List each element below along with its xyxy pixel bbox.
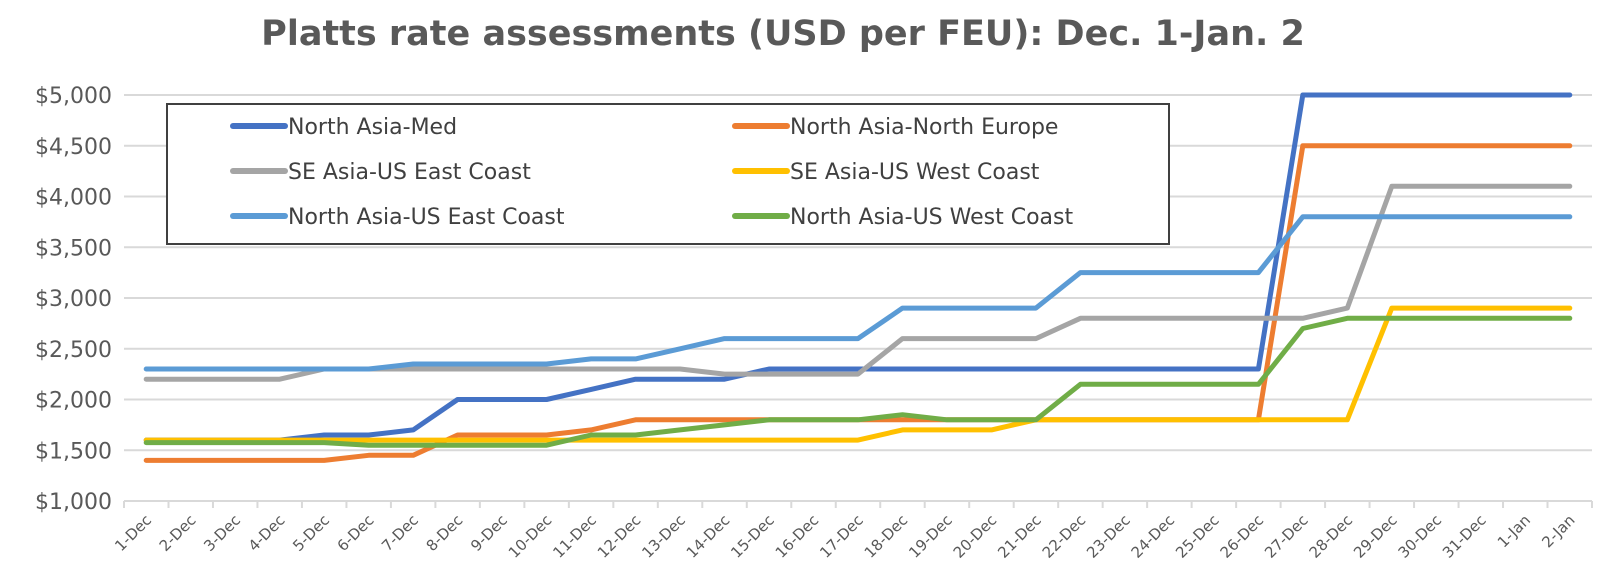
x-tick-label: 8-Dec [423,511,467,555]
y-tick-label: $2,500 [35,338,112,363]
x-tick-label: 14-Dec [683,511,734,562]
x-tick-label: 22-Dec [1039,511,1090,562]
x-tick-label: 1-Jan [1494,511,1534,551]
x-tick-label: 24-Dec [1128,511,1179,562]
y-tick-label: $5,000 [35,84,112,109]
series-line-north-asia-us-east-coast [143,214,1573,372]
legend-label: SE Asia-US East Coast [288,160,531,185]
x-axis: 1-Dec 2-Dec 3-Dec 4-Dec 5-Dec 6-Dec 7-Dec 8-Dec… [111,500,1593,562]
legend-item-north-asia-med[interactable]: North Asia-Med [230,115,457,140]
legend-label: SE Asia-US West Coast [790,160,1040,185]
y-tick-label: $1,500 [35,439,112,464]
legend-label: North Asia-US East Coast [288,205,565,230]
x-tick-label: 28-Dec [1306,511,1357,562]
x-tick-label: 29-Dec [1350,511,1401,562]
x-tick-label: 17-Dec [816,511,867,562]
x-tick-label: 11-Dec [549,511,600,562]
legend-label: North Asia-US West Coast [790,205,1073,230]
legend-item-se-asia-us-west-coast[interactable]: SE Asia-US West Coast [732,160,1040,185]
y-tick-label: $1,000 [35,490,112,515]
legend-label: North Asia-North Europe [790,115,1058,140]
x-tick-label: 6-Dec [334,511,378,555]
y-tick-label: $3,000 [35,287,112,312]
x-tick-label: 21-Dec [994,511,1045,562]
y-tick-label: $3,500 [35,236,112,261]
x-tick-label: 1-Dec [111,511,155,555]
series-line-se-asia-us-west-coast [143,305,1573,443]
x-tick-label: 27-Dec [1261,511,1312,562]
x-tick-label: 23-Dec [1083,511,1134,562]
x-tick-label: 15-Dec [727,511,778,562]
x-tick-label: 2-Dec [156,511,200,555]
x-tick-label: 13-Dec [638,511,689,562]
x-tick-label: 7-Dec [378,511,422,555]
x-tick-label: 26-Dec [1217,511,1268,562]
x-tick-label: 20-Dec [950,511,1001,562]
x-tick-label: 2-Jan [1538,511,1578,551]
x-tick-label: 18-Dec [861,511,912,562]
legend-label: North Asia-Med [288,115,457,140]
x-tick-label: 19-Dec [905,511,956,562]
x-tick-label: 12-Dec [594,511,645,562]
x-tick-label: 25-Dec [1172,511,1223,562]
legend-item-north-asia-north-europe[interactable]: North Asia-North Europe [732,115,1058,140]
y-tick-label: $4,500 [35,135,112,160]
y-tick-label: $2,000 [35,389,112,414]
y-tick-label: $4,000 [35,186,112,211]
x-tick-label: 5-Dec [289,511,333,555]
series-line-north-asia-med [143,92,1573,443]
x-tick-label: 10-Dec [505,511,556,562]
legend-item-north-asia-us-west-coast[interactable]: North Asia-US West Coast [732,205,1073,230]
legend: North Asia-Med North Asia-North Europe S… [166,103,1170,245]
x-tick-label: 31-Dec [1439,511,1490,562]
chart-title: Platts rate assessments (USD per FEU): D… [261,14,1305,54]
legend-item-north-asia-us-east-coast[interactable]: North Asia-US East Coast [230,205,565,230]
series-line-north-asia-us-west-coast [143,315,1573,448]
legend-box [166,103,1170,245]
x-tick-label: 3-Dec [200,511,244,555]
y-axis: $1,000 $1,500 $2,000 $2,500 $3,000 $3,500 $4,0… [35,84,112,515]
series-lines [143,92,1573,463]
x-tick-label: 30-Dec [1395,511,1446,562]
x-tick-label: 16-Dec [772,511,823,562]
x-tick-label: 4-Dec [245,511,289,555]
legend-item-se-asia-us-east-coast[interactable]: SE Asia-US East Coast [230,160,531,185]
